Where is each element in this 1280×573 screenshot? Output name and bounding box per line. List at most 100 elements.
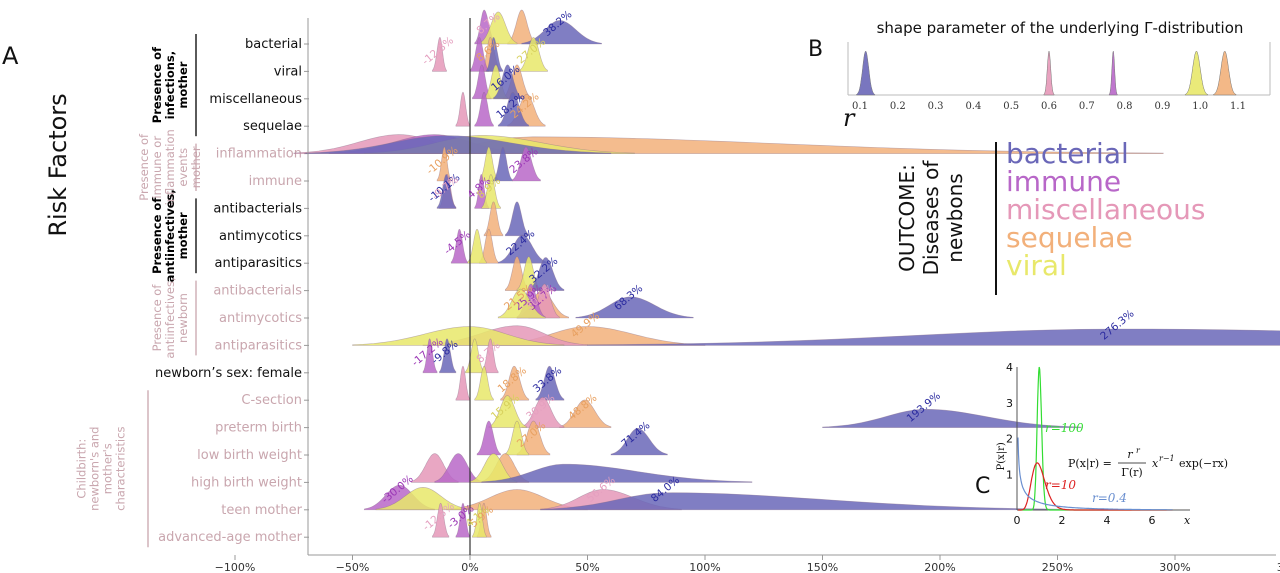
curve-r=100 xyxy=(1018,366,1173,511)
group-label-line: inflammation xyxy=(163,129,177,205)
ridge-viral xyxy=(479,11,518,45)
peak-immune xyxy=(1108,50,1118,96)
peak-miscellaneous xyxy=(1043,50,1055,96)
formula-exp: exp(−rx) xyxy=(1179,457,1228,470)
panel-c-xtick: 0 xyxy=(1014,514,1021,527)
legend-entry-sequelae: sequelae xyxy=(1006,221,1133,254)
group-label: Presence ofantiinfectives,newborn xyxy=(150,277,190,358)
group-label: Presence ofinfections,mother xyxy=(150,46,190,123)
row-label: antibacterials xyxy=(213,201,302,216)
panel-b-tick-label: 0.7 xyxy=(1079,101,1095,112)
ridge-bacterial xyxy=(486,37,504,72)
panel-b-tick-label: 0.5 xyxy=(1003,101,1019,112)
group-label: Presence ofantiinfectives,mother xyxy=(150,189,190,282)
panel-c-ylabel: P(x|r) xyxy=(996,442,1007,470)
ridge-bacterial xyxy=(305,135,612,154)
ridge-sequelae xyxy=(500,365,530,401)
curve-r=0.4 xyxy=(1017,437,1173,511)
group-label-line: characteristics xyxy=(114,427,128,511)
ridge-viral xyxy=(497,288,546,319)
legend: OUTCOME:Diseases ofnewbons bacterialimmun… xyxy=(895,137,1205,295)
legend-title-line: newbons xyxy=(943,173,967,262)
formula-tail: x xyxy=(1152,457,1159,470)
ridge-bacterial xyxy=(587,328,1280,346)
legend-title-line: Diseases of xyxy=(919,160,943,276)
x-tick-label: −50% xyxy=(336,561,370,573)
ridge-bacterial xyxy=(436,174,457,209)
ridge-sequelae xyxy=(483,201,504,237)
ridge-miscellaneous xyxy=(432,502,450,538)
legend-title-line: OUTCOME: xyxy=(895,164,919,272)
row-label: sequelae xyxy=(243,119,302,134)
ridge-miscellaneous xyxy=(521,396,565,428)
x-tick-label: 150% xyxy=(807,561,838,573)
group-label: Childbirth:newborn's andmother'scharacte… xyxy=(75,427,128,511)
group-label-line: mother's xyxy=(101,443,115,494)
panel-c-label: C xyxy=(975,474,990,499)
formula-num-sup: r xyxy=(1136,446,1141,455)
row-label: antimycotics xyxy=(219,311,302,326)
row-labels: bacterial viral miscellaneous sequelae infla… xyxy=(155,37,309,545)
panel-b-tick-label: 1.0 xyxy=(1192,101,1208,112)
panel-c-xtick: 2 xyxy=(1059,514,1066,527)
row-label: antimycotics xyxy=(219,229,302,244)
row-label: antiparasitics xyxy=(215,256,303,271)
panel-b: shape parameter of the underlying Γ-dist… xyxy=(843,19,1271,132)
row-label: low birth weight xyxy=(197,448,302,463)
ridge-bacterial xyxy=(610,427,668,456)
panel-c-ytick: 4 xyxy=(1006,361,1013,374)
ridge-immune xyxy=(422,338,438,374)
ridge-viral xyxy=(474,365,494,401)
x-tick-label: 300% xyxy=(1159,561,1190,573)
row-label: high birth weight xyxy=(191,475,302,490)
panel-b-tick-label: 0.8 xyxy=(1117,101,1133,112)
x-axis-a: −100% −50% 0% 50% 100% 150% 200% 250% 300% 350% 4 0… xyxy=(215,18,1280,573)
ridge-bacterial xyxy=(481,463,753,483)
formula-lhs: P(x|r) = xyxy=(1068,457,1112,471)
group-label-line: Presence of xyxy=(137,133,151,201)
ridgeline-plot xyxy=(293,9,1280,538)
label-r10: r=10 xyxy=(1045,478,1076,492)
group-label-line: events xyxy=(176,148,190,187)
ridge-bacterial xyxy=(822,408,1082,428)
ridge-viral xyxy=(481,174,501,209)
legend-entry-immune: immune xyxy=(1006,165,1121,198)
panel-a-label: A xyxy=(2,42,19,70)
ridge-bacterial xyxy=(535,365,565,401)
ridge-viral xyxy=(488,395,527,428)
group-label-line: Presence of xyxy=(150,284,164,352)
row-label: antiparasitics xyxy=(215,338,303,353)
ridge-immune xyxy=(469,37,490,72)
legend-entry-miscellaneous: miscellaneous xyxy=(1006,193,1205,226)
group-label-line: mother xyxy=(176,212,190,259)
ridge-sequelae xyxy=(559,399,612,428)
peak-sequelae xyxy=(1213,50,1237,96)
row-label: C-section xyxy=(241,393,302,408)
panel-b-tick-label: 0.4 xyxy=(965,101,981,112)
row-label: miscellaneous xyxy=(209,92,302,107)
row-label: preterm birth xyxy=(215,421,302,436)
panel-c-ytick: 1 xyxy=(1006,468,1013,481)
ridge-immune xyxy=(450,228,468,264)
group-label-line: mother xyxy=(176,61,190,108)
panel-c-ytick: 2 xyxy=(1006,433,1013,446)
ridge-bacterial xyxy=(493,146,513,182)
group-label: Presence ofimmune orinflammationeventsmo… xyxy=(137,129,203,205)
peak-viral xyxy=(1184,50,1209,96)
panel-b-tick-label: 0.6 xyxy=(1041,101,1057,112)
panel-c-ytick: 3 xyxy=(1006,397,1013,410)
ridge-bacterial xyxy=(439,338,457,374)
ridge-sequelae xyxy=(399,136,1164,154)
panel-b-tick-label: 0.3 xyxy=(928,101,944,112)
row-label: bacterial xyxy=(245,37,302,52)
group-label-line: Presence of xyxy=(150,197,164,274)
panel-b-tick-label: 0.2 xyxy=(890,101,906,112)
row-label: advanced-age mother xyxy=(158,530,303,545)
ridge-viral xyxy=(375,487,471,511)
x-tick-label: 0% xyxy=(461,561,478,573)
x-tick-label: 200% xyxy=(924,561,955,573)
group-label-line: antiinfectives, xyxy=(163,277,177,358)
